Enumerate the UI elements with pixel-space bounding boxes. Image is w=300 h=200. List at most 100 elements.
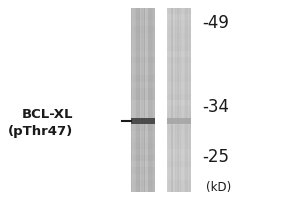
Bar	[167, 125, 191, 131]
Bar	[130, 75, 154, 82]
Bar	[141, 8, 142, 192]
Bar	[170, 8, 172, 192]
Bar	[139, 8, 140, 192]
Bar	[130, 63, 154, 69]
Bar	[167, 39, 191, 45]
Bar	[167, 112, 191, 118]
Bar	[149, 8, 151, 192]
Bar	[167, 106, 191, 112]
Bar	[130, 131, 154, 137]
Bar	[132, 8, 133, 192]
Bar	[136, 8, 137, 192]
Bar	[130, 8, 132, 192]
Bar	[137, 8, 139, 192]
Bar	[153, 8, 154, 192]
Bar	[130, 167, 154, 174]
Bar	[167, 26, 191, 33]
Bar	[130, 39, 154, 45]
Text: -34: -34	[202, 98, 230, 116]
Bar	[167, 51, 191, 57]
Bar	[142, 8, 144, 192]
Bar	[178, 8, 180, 192]
Bar	[148, 8, 149, 192]
Bar	[130, 82, 154, 88]
Bar	[187, 8, 188, 192]
Text: -25: -25	[202, 148, 230, 166]
Bar	[130, 180, 154, 186]
Bar	[140, 8, 141, 192]
Bar	[167, 75, 191, 82]
Bar	[189, 8, 190, 192]
Bar	[130, 106, 154, 112]
Bar	[130, 26, 154, 33]
Text: BCL-XL: BCL-XL	[22, 108, 74, 121]
Bar	[130, 143, 154, 149]
Bar	[167, 100, 191, 106]
Bar	[168, 8, 169, 192]
Bar	[167, 118, 191, 124]
Bar	[180, 8, 181, 192]
Bar	[167, 88, 191, 94]
Bar	[130, 8, 154, 192]
Bar	[130, 51, 154, 57]
Bar	[182, 8, 184, 192]
Bar	[169, 8, 170, 192]
Bar	[133, 8, 134, 192]
Bar	[130, 100, 154, 106]
Bar	[152, 8, 153, 192]
Bar	[167, 45, 191, 51]
Bar	[167, 137, 191, 143]
Bar	[167, 174, 191, 180]
Bar	[167, 33, 191, 39]
Bar	[167, 161, 191, 167]
Bar	[172, 8, 173, 192]
Bar	[130, 69, 154, 75]
Bar	[167, 180, 191, 186]
Bar	[145, 8, 146, 192]
Bar	[167, 94, 191, 100]
Bar	[130, 118, 154, 124]
Bar	[130, 149, 154, 155]
Bar	[130, 174, 154, 180]
Bar	[167, 131, 191, 137]
Bar	[167, 118, 191, 125]
Bar	[151, 8, 152, 192]
Bar	[167, 57, 191, 63]
Bar	[185, 8, 187, 192]
Bar	[130, 88, 154, 94]
Text: (pThr47): (pThr47)	[8, 124, 74, 138]
Bar	[176, 8, 177, 192]
Bar	[130, 125, 154, 131]
Bar	[130, 161, 154, 167]
Bar	[167, 8, 168, 192]
Bar	[130, 94, 154, 100]
Bar	[144, 8, 145, 192]
Bar	[175, 8, 176, 192]
Bar	[167, 149, 191, 155]
Bar	[130, 155, 154, 161]
Bar	[130, 112, 154, 118]
Bar	[130, 45, 154, 51]
Bar	[130, 57, 154, 63]
Bar	[130, 33, 154, 39]
Bar	[184, 8, 185, 192]
Bar	[167, 63, 191, 69]
Bar	[134, 8, 136, 192]
Bar	[130, 186, 154, 192]
Bar	[167, 20, 191, 26]
Bar	[130, 20, 154, 26]
Bar	[130, 118, 154, 125]
Bar	[167, 14, 191, 20]
Bar	[146, 8, 148, 192]
Bar	[188, 8, 189, 192]
Bar	[130, 14, 154, 20]
Bar	[167, 167, 191, 174]
Bar	[177, 8, 178, 192]
Bar	[167, 69, 191, 75]
Bar	[173, 8, 175, 192]
Bar	[181, 8, 182, 192]
Bar	[130, 8, 154, 14]
Text: -49: -49	[202, 14, 230, 32]
Bar	[167, 143, 191, 149]
Bar	[130, 137, 154, 143]
